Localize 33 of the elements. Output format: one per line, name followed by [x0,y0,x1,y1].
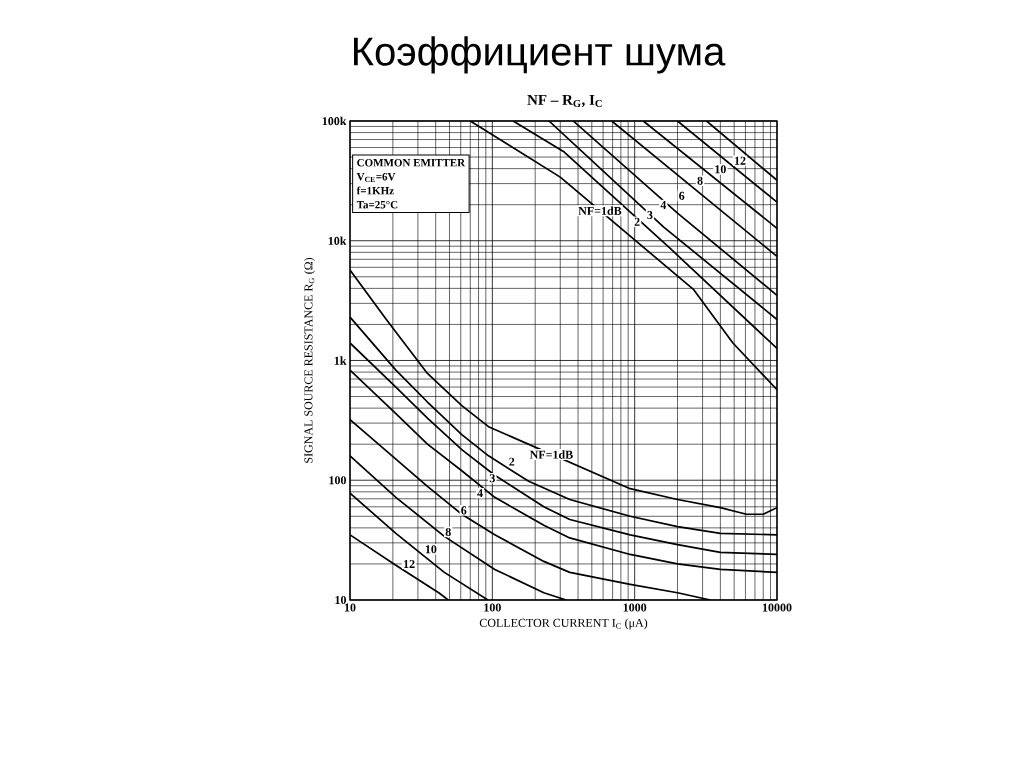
y-tick-label: 10 [335,595,347,605]
annotation: 3 [489,474,495,483]
annotation: 8 [445,527,451,536]
annotation: 8 [697,176,703,185]
annotation: 6 [461,506,467,515]
annotation: 4 [477,489,483,498]
annotation: NF=1dB [529,450,573,459]
y-axis-title: SIGNAL SOURCE RESISTANCE R$_{G}$ (Ω) [304,257,315,463]
annotation: 4 [660,201,667,209]
annotation: V$_{CE}$=6V [356,173,396,183]
x-tick-label: 10 [344,603,356,612]
annotation: 10 [425,545,437,554]
annotation: 12 [735,156,746,165]
x-tick-label: 100 [484,603,501,612]
y-tick-label: 100k [322,116,347,126]
chart-subtitle: NF – R$_{G}$, I$_{C}$ [527,94,602,108]
annotation: 2 [509,457,515,466]
y-tick-label: 1k [334,356,347,365]
annotation: f=1KHz [356,186,394,195]
x-tick-label: 1000 [623,603,647,612]
annotation: 3 [647,210,653,220]
annotation: Ta=25°C [356,200,398,209]
chart-title: Коэффициент шума [354,36,726,74]
x-axis-title: COLLECTOR CURRENT I$_{C}$ (μA) [479,618,648,630]
x-tick-label: 10000 [762,603,792,612]
y-tick-label: 100 [329,476,347,485]
annotation: 2 [634,217,640,226]
annotation: 6 [679,191,685,200]
annotation: 10 [715,165,726,174]
y-tick-label: 10k [328,236,347,245]
annotation: COMMON EMITTER [357,159,466,167]
annotation: NF=1dB [578,206,622,215]
annotation: 12 [404,559,415,568]
